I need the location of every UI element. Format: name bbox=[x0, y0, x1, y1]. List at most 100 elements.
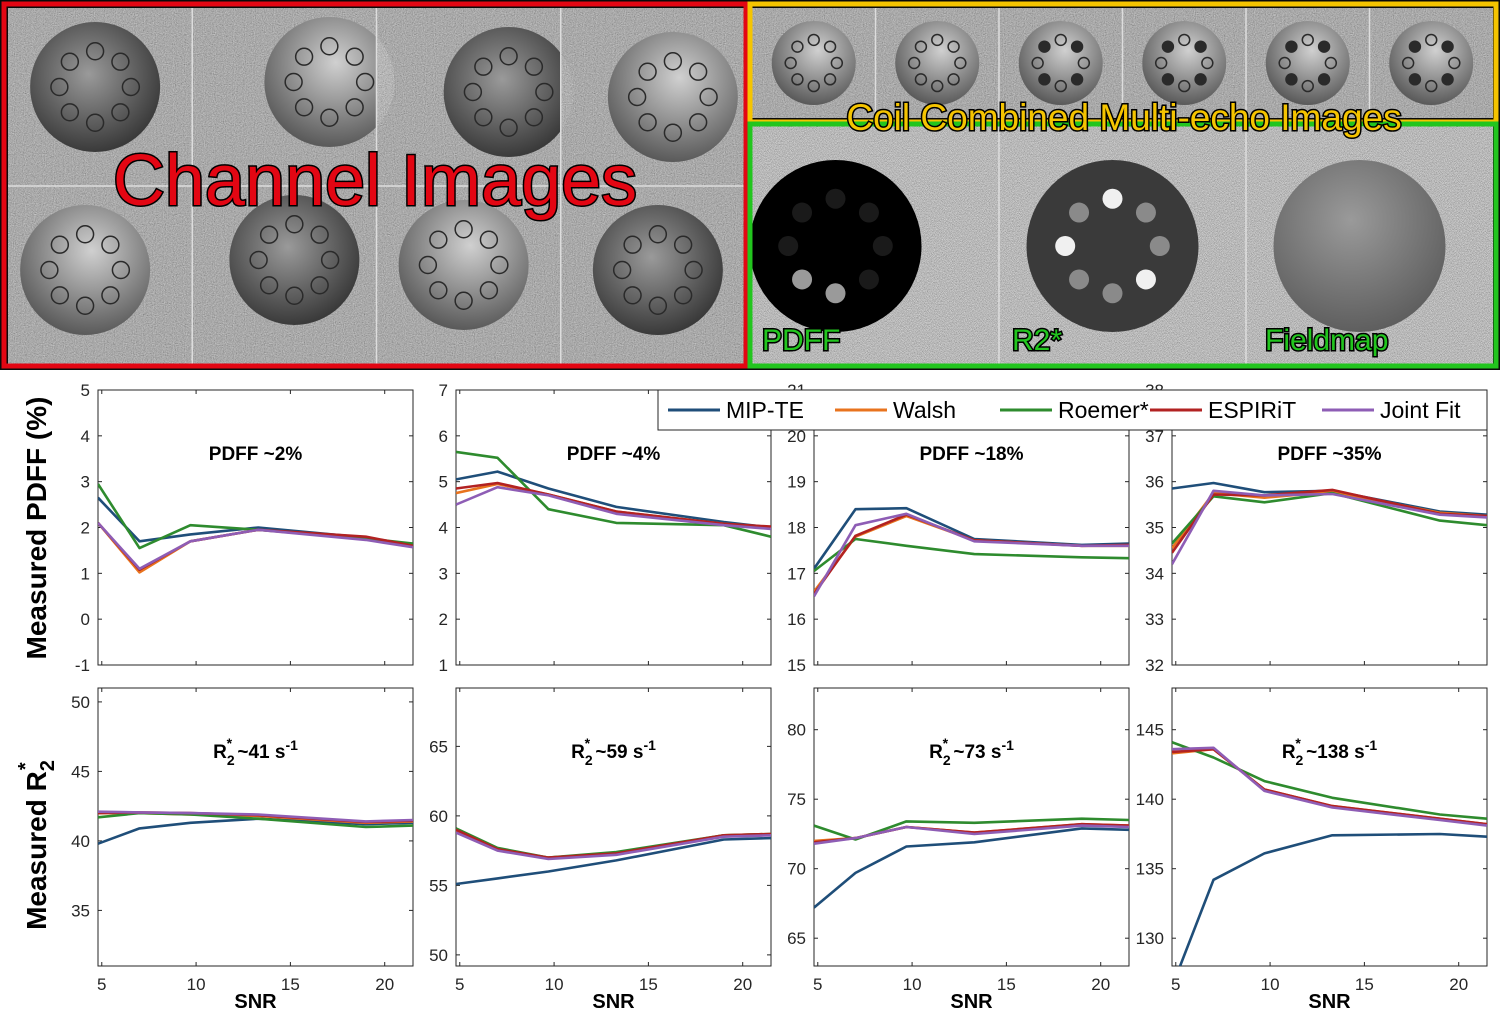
chart-panel-5: 35 40 45 50 5 10 15 20 SNR R2* ~41 s-1 bbox=[71, 687, 414, 1013]
map-vial bbox=[778, 236, 799, 256]
y-tick-label: 37 bbox=[1145, 427, 1164, 446]
legend-label: MIP-TE bbox=[726, 397, 804, 423]
y-tick-label: 0 bbox=[81, 610, 90, 629]
map-phantom bbox=[1026, 160, 1199, 332]
phantom-vial bbox=[429, 281, 448, 300]
phantom-vial bbox=[663, 52, 683, 71]
y-tick-label: 36 bbox=[1145, 473, 1164, 492]
y-tick-label: 2 bbox=[81, 519, 90, 538]
phantom-vial bbox=[75, 296, 95, 315]
phantom-vial bbox=[85, 42, 105, 61]
series-line-joint-fit bbox=[98, 810, 413, 823]
phantom-vial bbox=[784, 56, 797, 70]
x-axis-label: SNR bbox=[1308, 991, 1351, 1013]
phantom-vial bbox=[954, 56, 967, 70]
series-line-joint-fit bbox=[814, 512, 1129, 597]
map-label-fieldmap: Fieldmap bbox=[1265, 324, 1388, 357]
ylabel-bottom-sub: 2 bbox=[37, 760, 59, 771]
title-sup: -1 bbox=[285, 737, 298, 753]
y-tick-label: 15 bbox=[787, 656, 806, 675]
x-tick-label: 15 bbox=[997, 975, 1016, 994]
map-vial bbox=[1055, 236, 1076, 256]
phantom-vial bbox=[60, 52, 80, 71]
phantom-disc bbox=[229, 195, 360, 325]
phantom-vial bbox=[310, 276, 329, 295]
y-tick-label: 19 bbox=[787, 473, 806, 492]
map-label-pdff: PDFF bbox=[762, 324, 840, 357]
echo-phantom bbox=[1018, 21, 1103, 105]
phantom-vial bbox=[320, 37, 339, 56]
legend-label: Joint Fit bbox=[1380, 397, 1461, 423]
phantom-vial bbox=[830, 56, 844, 70]
series-group bbox=[814, 506, 1129, 597]
channel-phantom bbox=[607, 32, 738, 162]
chart-title: PDFF ~2% bbox=[209, 444, 303, 465]
legend-entry-2: Walsh bbox=[835, 397, 956, 423]
title-sub: 2 bbox=[1296, 752, 1304, 768]
ylabel-bottom-sup: * bbox=[15, 762, 37, 770]
series-line-roemer bbox=[814, 817, 1129, 841]
phantom-vial bbox=[479, 230, 499, 249]
phantom-disc bbox=[771, 21, 856, 105]
map-vial bbox=[1135, 269, 1156, 290]
y-tick-label: 80 bbox=[787, 721, 806, 740]
channel-phantom bbox=[398, 200, 529, 330]
y-tick-label: 70 bbox=[787, 860, 806, 879]
phantom-vial bbox=[1448, 56, 1461, 70]
legend-label: ESPIRiT bbox=[1208, 397, 1296, 423]
phantom-vial bbox=[284, 72, 303, 92]
map-label-r2star: R2* bbox=[1012, 324, 1062, 357]
series-line-mip-te bbox=[814, 827, 1129, 909]
y-tick-label: 50 bbox=[71, 693, 90, 712]
channel-phantom bbox=[20, 205, 151, 335]
phantom-vial bbox=[310, 225, 329, 244]
x-tick-label: 5 bbox=[455, 975, 464, 994]
map-vial bbox=[792, 269, 813, 290]
phantom-vial bbox=[320, 250, 340, 270]
phantom-disc bbox=[443, 27, 574, 157]
phantom-vial bbox=[673, 235, 693, 254]
map-vial bbox=[872, 236, 893, 256]
y-tick-label: 33 bbox=[1145, 610, 1164, 629]
phantom-disc bbox=[592, 205, 723, 335]
phantom-disc bbox=[1265, 21, 1350, 105]
x-tick-label: 15 bbox=[639, 975, 658, 994]
chart-panel-1: -1 0 1 2 3 4 5 PDFF ~2% bbox=[75, 381, 414, 675]
phantom-vial bbox=[612, 260, 632, 280]
phantom-vial bbox=[663, 123, 683, 142]
phantom-vial bbox=[1161, 73, 1175, 86]
phantom-vial bbox=[1285, 73, 1298, 86]
legend-entry-1: MIP-TE bbox=[668, 397, 804, 423]
y-tick-label: 34 bbox=[1145, 564, 1164, 583]
channel-phantom bbox=[229, 195, 360, 325]
phantom-vial bbox=[1054, 33, 1067, 47]
phantom-vial bbox=[823, 73, 837, 86]
phantom-vial bbox=[259, 276, 279, 295]
x-axis-label: SNR bbox=[592, 991, 635, 1013]
x-tick-label: 20 bbox=[375, 975, 394, 994]
y-tick-label: 45 bbox=[71, 762, 90, 781]
title-sup: * bbox=[943, 735, 949, 751]
ylabel-bottom: Measured R2* bbox=[15, 760, 59, 930]
phantom-vial bbox=[121, 77, 141, 97]
phantom-vial bbox=[524, 57, 544, 76]
title-sup: * bbox=[585, 735, 591, 751]
phantom-vial bbox=[345, 98, 364, 117]
y-tick-label: 65 bbox=[787, 929, 806, 948]
phantom-vial bbox=[673, 286, 693, 305]
plot-area bbox=[1171, 389, 1488, 666]
title-sub: 2 bbox=[227, 752, 235, 768]
coil-combined-label: Coil Combined Multi-echo Images bbox=[846, 97, 1401, 138]
y-tick-label: 6 bbox=[439, 427, 448, 446]
series-line-espirit bbox=[456, 828, 771, 859]
y-tick-label: 60 bbox=[429, 807, 448, 826]
y-tick-label: 5 bbox=[81, 381, 90, 400]
chart-panel-8: 130 135 140 145 5 10 15 20 SNR R2* ~138 s-1 bbox=[1136, 687, 1488, 1013]
map-vial bbox=[1069, 202, 1090, 223]
phantom-vial bbox=[1317, 73, 1331, 86]
x-axis-label: SNR bbox=[950, 991, 993, 1013]
y-tick-label: 140 bbox=[1136, 790, 1164, 809]
phantom-vial bbox=[1441, 40, 1454, 53]
phantom-vial bbox=[1408, 40, 1422, 53]
y-tick-label: 50 bbox=[429, 946, 448, 965]
